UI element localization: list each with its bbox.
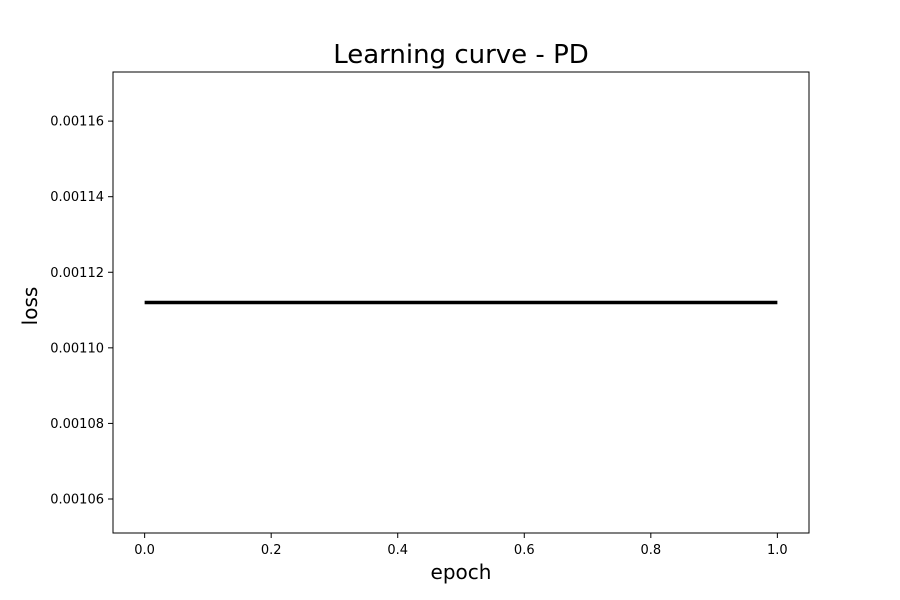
plot-area: [112, 71, 810, 534]
x-axis-ticks: 0.0 0.2 0.4 0.6 0.8 1.0: [134, 533, 788, 558]
y-tick-label: 0.00116: [50, 115, 104, 130]
y-tick-label: 0.00114: [50, 190, 104, 205]
x-tick-label: 0.8: [640, 543, 661, 558]
x-tick-label: 0.2: [261, 543, 282, 558]
plot-frame: [112, 71, 810, 534]
x-tick-label: 0.4: [387, 543, 408, 558]
y-tick-label: 0.00112: [50, 266, 104, 281]
x-tick-label: 1.0: [767, 543, 788, 558]
x-axis-label: epoch: [431, 560, 492, 584]
y-tick-label: 0.00110: [50, 341, 104, 356]
y-tick-label: 0.00108: [50, 417, 104, 432]
y-tick-label: 0.00106: [50, 492, 104, 507]
y-axis-label: loss: [18, 287, 42, 326]
chart-title: Learning curve - PD: [333, 40, 589, 70]
x-tick-label: 0.0: [134, 543, 155, 558]
y-axis-ticks: 0.00106 0.00108 0.00110 0.00112 0.00114 0.001…: [50, 115, 113, 507]
x-tick-label: 0.6: [514, 543, 535, 558]
